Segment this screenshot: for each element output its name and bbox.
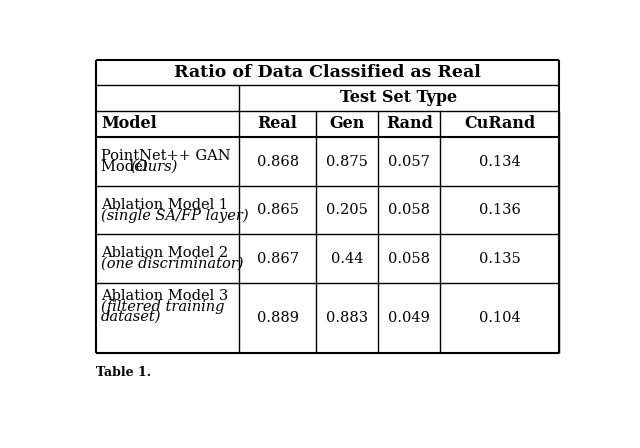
Text: 0.868: 0.868 [257, 155, 299, 168]
Text: Model: Model [101, 160, 152, 174]
Text: (Ours): (Ours) [131, 160, 178, 174]
Text: 0.134: 0.134 [479, 155, 520, 168]
Text: 0.104: 0.104 [479, 311, 520, 325]
Text: Ratio of Data Classified as Real: Ratio of Data Classified as Real [174, 64, 481, 81]
Text: 0.057: 0.057 [388, 155, 430, 168]
Text: 0.049: 0.049 [388, 311, 430, 325]
Text: 0.136: 0.136 [479, 203, 520, 217]
Text: (single SA/FP layer): (single SA/FP layer) [101, 208, 248, 223]
Text: Rand: Rand [386, 115, 433, 132]
Text: Test Set Type: Test Set Type [340, 89, 458, 106]
Text: Real: Real [258, 115, 298, 132]
Text: CuRand: CuRand [464, 115, 535, 132]
Text: (one discriminator): (one discriminator) [101, 257, 243, 271]
Text: (filtered training: (filtered training [101, 299, 225, 314]
Text: Gen: Gen [330, 115, 365, 132]
Text: PointNet++ GAN: PointNet++ GAN [101, 149, 230, 163]
Text: Model: Model [101, 115, 157, 132]
Text: Ablation Model 3: Ablation Model 3 [101, 289, 228, 302]
Text: 0.058: 0.058 [388, 252, 430, 266]
Text: 0.875: 0.875 [326, 155, 368, 168]
Text: Ablation Model 2: Ablation Model 2 [101, 246, 228, 260]
Text: 0.867: 0.867 [257, 252, 299, 266]
Text: 0.889: 0.889 [257, 311, 299, 325]
Text: Table 1.: Table 1. [95, 366, 150, 379]
Text: Ablation Model 1: Ablation Model 1 [101, 198, 228, 212]
Text: 0.44: 0.44 [331, 252, 364, 266]
Text: 0.135: 0.135 [479, 252, 520, 266]
Text: 0.058: 0.058 [388, 203, 430, 217]
Text: 0.205: 0.205 [326, 203, 368, 217]
Text: 0.883: 0.883 [326, 311, 369, 325]
Text: dataset): dataset) [101, 310, 161, 324]
Text: 0.865: 0.865 [257, 203, 299, 217]
